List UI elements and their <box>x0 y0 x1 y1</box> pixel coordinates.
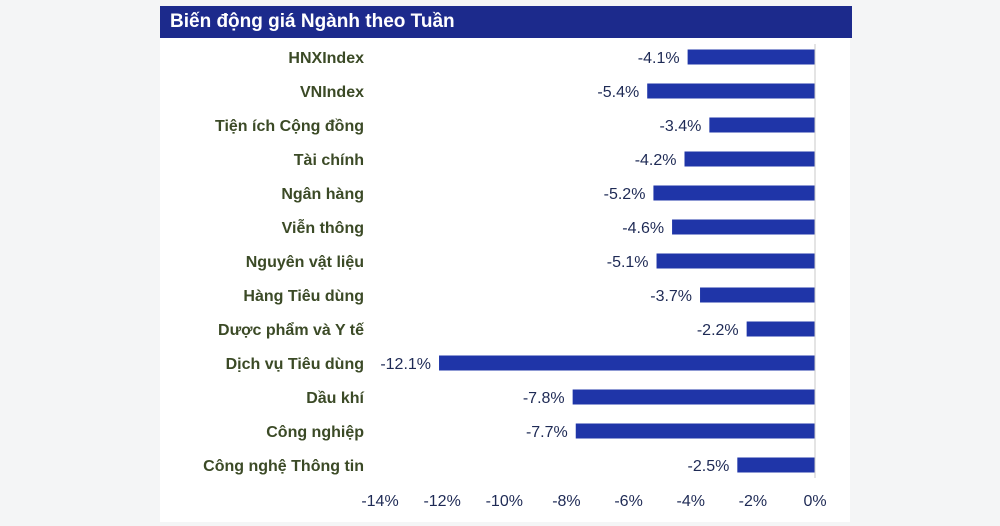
category-label: Công nghệ Thông tin <box>203 458 364 475</box>
value-label: -3.4% <box>660 118 702 135</box>
x-tick-label: -14% <box>361 493 398 510</box>
chart-title: Biến động giá Ngành theo Tuần <box>170 11 455 32</box>
bar <box>672 219 815 235</box>
x-tick-label: 0% <box>803 493 826 510</box>
chart-title-bar: Biến động giá Ngành theo Tuần <box>160 6 852 38</box>
x-tick-label: -6% <box>614 493 642 510</box>
bar <box>572 389 815 405</box>
category-label: VNIndex <box>300 84 364 101</box>
value-label: -5.1% <box>607 254 649 271</box>
value-label: -4.1% <box>638 50 680 67</box>
x-tick-label: -4% <box>676 493 704 510</box>
category-label: Hàng Tiêu dùng <box>243 288 364 305</box>
x-tick-label: -12% <box>423 493 460 510</box>
category-label: Dịch vụ Tiêu dùng <box>226 356 364 373</box>
category-labels: HNXIndex VNIndex Tiện ích Cộng đồng Tài chí… <box>203 50 364 475</box>
bar <box>439 355 815 371</box>
bar <box>737 457 815 473</box>
value-label: -3.7% <box>650 288 692 305</box>
bar <box>647 83 815 99</box>
value-label: -5.4% <box>597 84 639 101</box>
value-label: -7.7% <box>526 424 568 441</box>
bar <box>709 117 815 133</box>
category-label: Dược phẩm và Y tế <box>218 321 364 339</box>
bar <box>746 321 815 337</box>
bar <box>656 253 815 269</box>
bar <box>653 185 815 201</box>
x-tick-label: -2% <box>739 493 767 510</box>
value-labels: -4.1% -5.4% -3.4% -4.2% -5.2% -4.6% -5.1%-3.7%… <box>380 50 738 475</box>
category-label: Tài chính <box>294 152 364 169</box>
category-label: Tiện ích Cộng đồng <box>215 118 364 135</box>
category-label: Ngân hàng <box>281 186 364 203</box>
value-label: -4.2% <box>635 152 677 169</box>
x-tick-label: -8% <box>552 493 580 510</box>
value-label: -2.5% <box>688 458 730 475</box>
bar <box>700 287 815 303</box>
value-label: -12.1% <box>380 356 431 373</box>
bar <box>687 49 815 65</box>
x-tick-label: -10% <box>486 493 523 510</box>
value-label: -4.6% <box>622 220 664 237</box>
bars <box>439 49 815 473</box>
value-label: -7.8% <box>523 390 565 407</box>
x-axis: -14% -12% -10% -8% -6% -4% -2% 0% <box>361 44 827 510</box>
category-label: Dầu khí <box>306 390 364 407</box>
category-label: Viễn thông <box>282 218 364 237</box>
value-label: -5.2% <box>604 186 646 203</box>
category-label: Nguyên vật liệu <box>246 254 364 271</box>
category-label: HNXIndex <box>288 50 364 67</box>
bar <box>684 151 815 167</box>
category-label: Công nghiệp <box>266 424 364 441</box>
value-label: -2.2% <box>697 322 739 339</box>
bar <box>575 423 815 439</box>
